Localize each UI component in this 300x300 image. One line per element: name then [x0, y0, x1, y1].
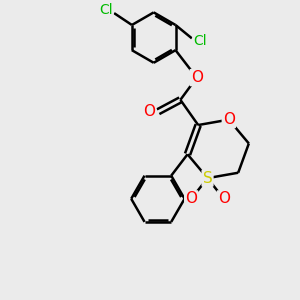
Text: O: O [223, 112, 235, 127]
Text: O: O [218, 191, 230, 206]
Text: Cl: Cl [99, 3, 112, 17]
Text: O: O [185, 191, 197, 206]
Text: O: O [143, 104, 155, 119]
Text: Cl: Cl [193, 34, 207, 48]
Text: O: O [191, 70, 203, 85]
Text: S: S [203, 171, 212, 186]
